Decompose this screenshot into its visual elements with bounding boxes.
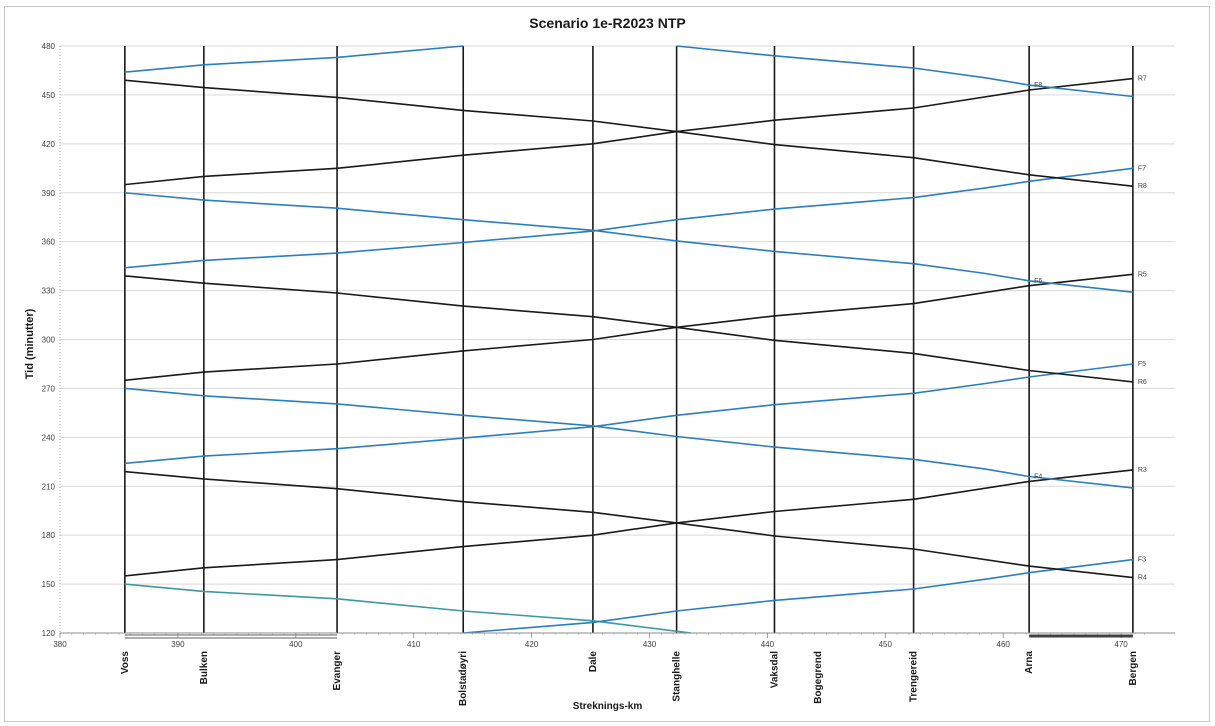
station-label: Dale — [588, 651, 599, 673]
y-tick-label: 240 — [42, 433, 56, 442]
x-tick-label: 430 — [643, 640, 657, 649]
x-tick-label: 390 — [171, 640, 185, 649]
train-label: F8 — [1034, 82, 1042, 89]
station-label: Vaksdal — [769, 651, 780, 688]
station-label: Bolstadøyri — [458, 651, 469, 706]
train-label: F4 — [1034, 473, 1042, 480]
station-label: Evanger — [332, 651, 343, 691]
x-tick-label: 460 — [997, 640, 1011, 649]
station-label: Bulken — [199, 651, 210, 684]
y-tick-label: 330 — [42, 287, 56, 296]
train-label: F6 — [1034, 278, 1042, 285]
train-path-line — [676, 45, 1133, 98]
station-label: Arna — [1024, 651, 1035, 674]
y-tick-label: 420 — [42, 140, 56, 149]
train-path-line — [463, 558, 1134, 634]
y-tick-label: 480 — [42, 42, 56, 51]
train-label: R3 — [1138, 467, 1147, 474]
train-label: R4 — [1138, 575, 1147, 582]
station-label: Voss — [120, 651, 131, 675]
chart-title: Scenario 1e-R2023 NTP — [529, 15, 686, 31]
x-tick-label: 420 — [525, 640, 539, 649]
x-tick-label: 440 — [761, 640, 775, 649]
train-path-line — [124, 469, 1133, 577]
train-label: F7 — [1138, 165, 1146, 172]
chart-frame — [4, 6, 1210, 722]
station-label: Bergen — [1128, 651, 1139, 685]
train-paths — [124, 45, 1134, 634]
y-tick-label: 180 — [42, 531, 56, 540]
train-path-line — [124, 387, 1133, 489]
train-path-line — [124, 45, 464, 73]
axes: 120 150 180 210 240 270 300 330 360 390 420 450 480 3… — [42, 42, 1175, 706]
y-tick-label: 300 — [42, 336, 56, 345]
train-path-line — [124, 363, 1133, 465]
x-tick-label: 410 — [407, 640, 421, 649]
x-tick-label: 400 — [289, 640, 303, 649]
y-tick-label: 210 — [42, 482, 56, 491]
train-label: R7 — [1138, 76, 1147, 83]
train-label: R5 — [1138, 271, 1147, 278]
y-tick-label: 150 — [42, 580, 56, 589]
station-label: Stanghelle — [672, 651, 683, 702]
train-label: F3 — [1138, 557, 1146, 564]
station-label: Trengereid — [909, 651, 920, 702]
train-path-line — [124, 275, 1133, 383]
station-label: Bogegrend — [813, 651, 824, 704]
train-label: F5 — [1138, 361, 1146, 368]
train-path-line — [124, 192, 1133, 293]
y-tick-label: 390 — [42, 189, 56, 198]
train-path-line — [124, 79, 1133, 187]
train-path-line — [124, 470, 1133, 579]
train-path-line — [124, 583, 691, 634]
y-tick-label: 120 — [42, 629, 56, 638]
train-label: R8 — [1138, 183, 1147, 190]
y-tick-label: 270 — [42, 384, 56, 393]
train-path-line — [124, 273, 1133, 382]
y-tick-label: 360 — [42, 238, 56, 247]
station-lines — [124, 46, 1134, 633]
train-labels: F3 R4 R3 F4 F5 R6 R5 F6 F7 R8 R7 F8 — [1034, 76, 1147, 582]
train-label: R6 — [1138, 379, 1147, 386]
grid-layer — [60, 45, 1175, 634]
x-tick-label: 470 — [1114, 640, 1128, 649]
x-axis-label: Streknings-km — [572, 701, 643, 712]
train-path-line — [124, 77, 1133, 186]
train-path-line — [124, 167, 1133, 269]
y-tick-label: 450 — [42, 91, 56, 100]
x-tick-label: 380 — [53, 640, 67, 649]
x-tick-label: 450 — [879, 640, 893, 649]
